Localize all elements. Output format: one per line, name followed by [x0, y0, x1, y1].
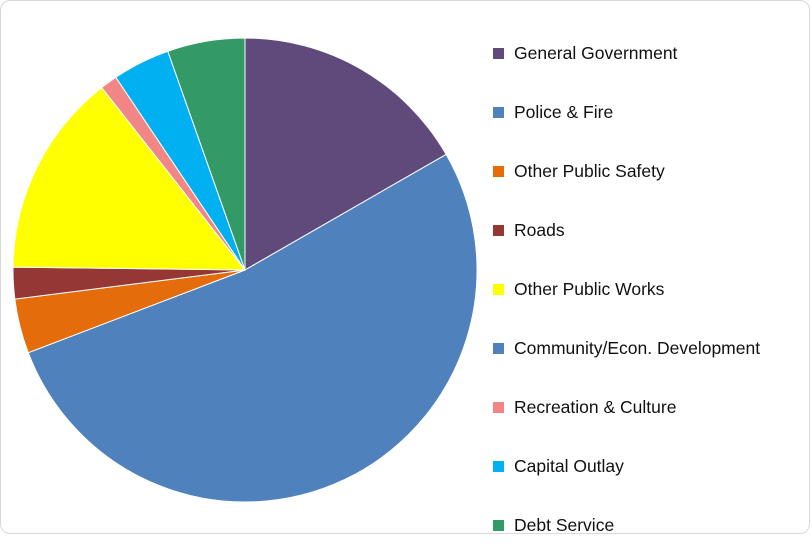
legend-label: Other Public Safety	[514, 161, 665, 181]
legend-label: General Government	[514, 43, 678, 63]
legend-swatch	[493, 107, 504, 118]
legend-item-7: Capital Outlay	[493, 437, 760, 496]
pie-slice-4	[12, 86, 247, 271]
legend-item-3: Roads	[493, 201, 760, 260]
legend-swatch	[493, 48, 504, 59]
legend-swatch	[493, 284, 504, 295]
legend-item-8: Debt Service	[493, 496, 760, 555]
legend-item-1: Police & Fire	[493, 83, 760, 142]
pie-chart	[12, 37, 478, 503]
legend-label: Community/Econ. Development	[514, 338, 761, 358]
legend-label: Police & Fire	[514, 102, 614, 122]
legend-label: Roads	[514, 220, 565, 240]
pie-slice-0	[244, 37, 447, 271]
legend-swatch	[493, 402, 504, 413]
legend-swatch	[493, 461, 504, 472]
legend-swatch	[493, 520, 504, 531]
legend-swatch	[493, 225, 504, 236]
legend: General Government Police & Fire Other Pub…	[493, 24, 760, 555]
legend-swatch	[493, 343, 504, 354]
legend-label: Recreation & Culture	[514, 397, 677, 417]
legend-item-6: Recreation & Culture	[493, 378, 760, 437]
legend-label: Debt Service	[514, 515, 615, 535]
legend-item-2: Other Public Safety	[493, 142, 760, 201]
legend-item-4: Other Public Works	[493, 260, 760, 319]
pie-slice-8	[167, 37, 246, 271]
legend-label: Other Public Works	[514, 279, 665, 299]
legend-item-5: Community/Econ. Development	[493, 319, 760, 378]
pie-slice-1	[27, 153, 478, 503]
legend-label: Capital Outlay	[514, 456, 624, 476]
legend-swatch	[493, 166, 504, 177]
legend-item-0: General Government	[493, 24, 760, 83]
